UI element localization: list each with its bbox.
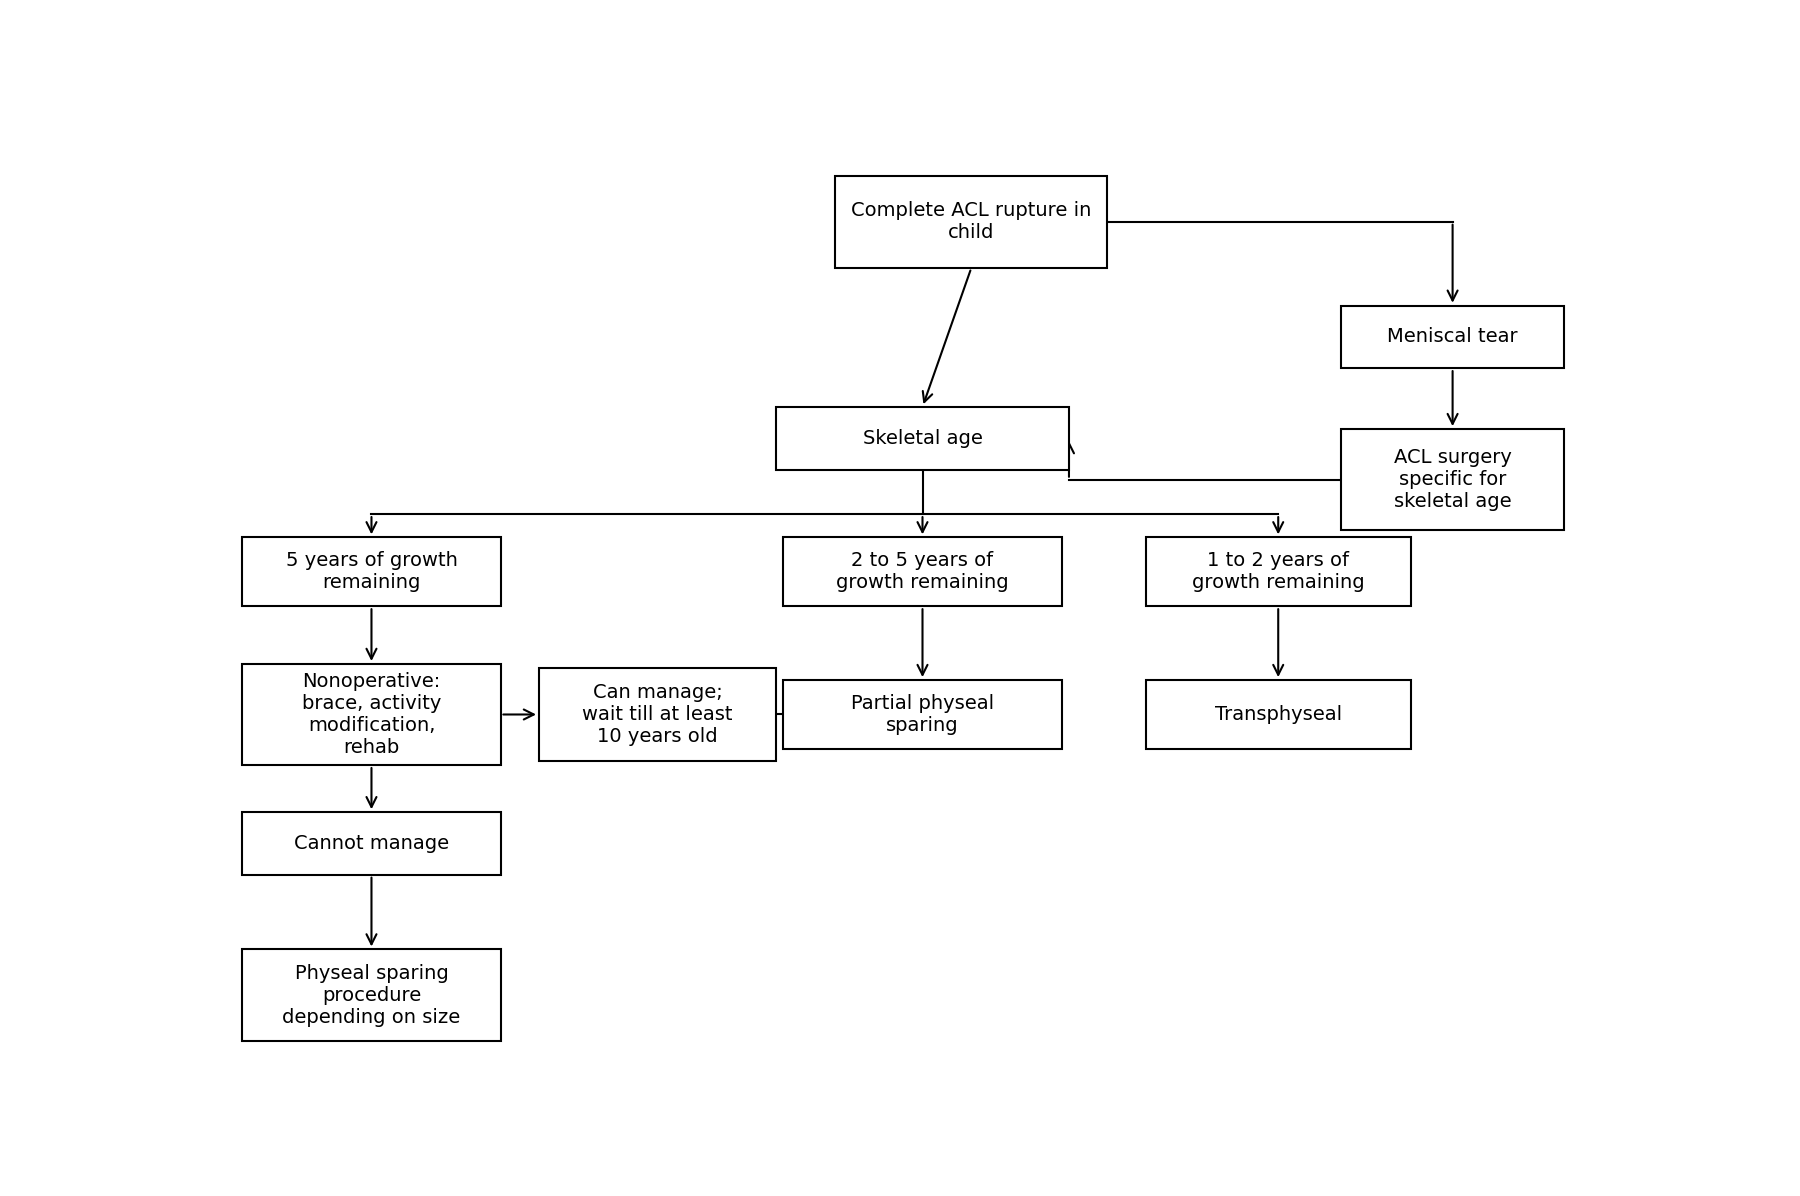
Text: Transphyseal: Transphyseal [1215,704,1341,724]
Bar [538,669,776,761]
Bar [776,407,1069,470]
Bar [835,176,1107,268]
Text: Nonoperative:
brace, activity
modification,
rehab: Nonoperative: brace, activity modificati… [302,672,441,757]
Bar [783,681,1062,749]
Bar [1341,306,1564,368]
Text: 1 to 2 years of
growth remaining: 1 to 2 years of growth remaining [1192,551,1364,592]
Bar [243,950,500,1042]
Text: Can manage;
wait till at least
10 years old: Can manage; wait till at least 10 years … [581,683,733,746]
Text: Skeletal age: Skeletal age [862,428,983,447]
Bar [1341,429,1564,530]
Text: Physeal sparing
procedure
depending on size: Physeal sparing procedure depending on s… [283,964,461,1027]
Text: Partial physeal
sparing: Partial physeal sparing [851,694,994,736]
Bar [1147,537,1411,606]
Text: ACL surgery
specific for
skeletal age: ACL surgery specific for skeletal age [1393,448,1512,511]
Text: Meniscal tear: Meniscal tear [1388,328,1517,347]
Text: 5 years of growth
remaining: 5 years of growth remaining [286,551,457,592]
Bar [243,664,500,765]
Text: 2 to 5 years of
growth remaining: 2 to 5 years of growth remaining [837,551,1008,592]
Text: Cannot manage: Cannot manage [293,834,448,853]
Text: Complete ACL rupture in
child: Complete ACL rupture in child [851,201,1091,243]
Bar [1147,681,1411,749]
Bar [783,537,1062,606]
Bar [243,812,500,874]
Bar [243,537,500,606]
